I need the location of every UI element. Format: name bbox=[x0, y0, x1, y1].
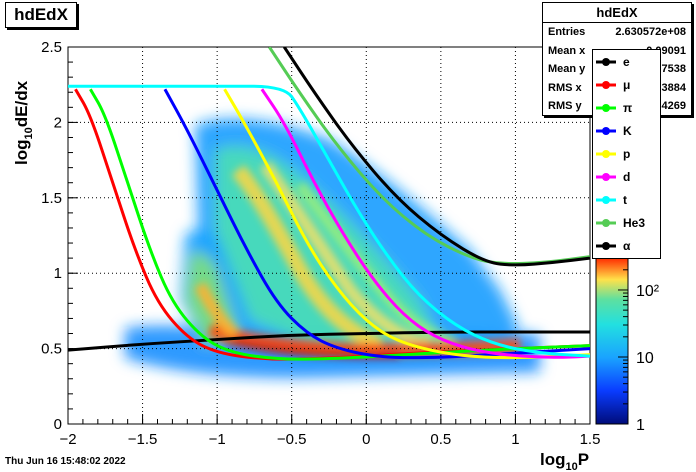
color-bar-label: 10² bbox=[636, 283, 660, 300]
y-axis-title: log10dE/dx bbox=[12, 80, 35, 165]
x-tick-label: 0.5 bbox=[430, 431, 451, 448]
x-tick-label: −0.5 bbox=[277, 431, 307, 448]
legend-label: π bbox=[623, 100, 633, 115]
legend-item: α bbox=[593, 234, 660, 257]
legend-swatch bbox=[596, 126, 616, 135]
legend-item: e bbox=[593, 50, 660, 73]
stats-value: 2.630572e+08 bbox=[615, 26, 686, 39]
color-bar-label: 1 bbox=[636, 417, 645, 434]
legend-label: t bbox=[623, 192, 627, 207]
stats-label: RMS x bbox=[548, 81, 582, 94]
legend-label: α bbox=[623, 238, 631, 253]
stats-label: Mean y bbox=[548, 63, 586, 76]
legend-item: μ bbox=[593, 73, 660, 96]
y-tick-label: 1.5 bbox=[41, 190, 62, 207]
y-tick-label: 2 bbox=[54, 114, 62, 131]
curve-t bbox=[68, 84, 590, 358]
legend-item: p bbox=[593, 142, 660, 165]
legend-swatch bbox=[596, 172, 616, 181]
curve-d bbox=[260, 88, 590, 359]
color-bar-label: 10 bbox=[636, 350, 654, 367]
legend-swatch bbox=[596, 103, 616, 112]
x-tick-label: −2 bbox=[59, 431, 76, 448]
x-tick-label: 0 bbox=[362, 431, 370, 448]
legend-label: d bbox=[623, 169, 631, 184]
legend-label: K bbox=[623, 123, 632, 138]
legend-swatch bbox=[596, 218, 616, 227]
legend-label: p bbox=[623, 146, 631, 161]
color-bar-axis: 1 10 10² bbox=[618, 257, 660, 434]
legend-label: He3 bbox=[623, 215, 646, 230]
axes: −2 −1.5 −1 −0.5 0 0.5 1 1.5 0 0.5 1 1.5 2 2.5 bbox=[41, 39, 600, 448]
curve-π bbox=[89, 88, 590, 361]
stats-label: RMS y bbox=[548, 100, 582, 113]
x-axis-title: log10P bbox=[540, 450, 589, 472]
curves bbox=[68, 47, 590, 361]
date-stamp: Thu Jun 16 15:48:02 2022 bbox=[5, 456, 126, 467]
color-bar bbox=[595, 257, 629, 425]
stats-title: hdEdX bbox=[543, 3, 691, 23]
y-tick-label: 0 bbox=[54, 416, 62, 433]
x-tick-label: −1.5 bbox=[128, 431, 158, 448]
stats-label: Mean x bbox=[548, 44, 586, 57]
curve-K bbox=[163, 88, 590, 360]
stats-label: Entries bbox=[548, 26, 586, 39]
curve-α bbox=[283, 47, 590, 267]
x-tick-label: 1.5 bbox=[580, 431, 601, 448]
legend-swatch bbox=[596, 195, 616, 204]
y-tick-label: 1 bbox=[54, 265, 62, 282]
legend-label: μ bbox=[623, 77, 631, 92]
y-tick-label: 0.5 bbox=[41, 341, 62, 358]
legend-item: K bbox=[593, 119, 660, 142]
x-tick-label: 1 bbox=[511, 431, 519, 448]
legend-item: d bbox=[593, 165, 660, 188]
legend-item: π bbox=[593, 96, 660, 119]
legend-swatch bbox=[596, 241, 616, 250]
stats-row: Entries 2.630572e+08 bbox=[543, 23, 691, 42]
x-tick-label: −1 bbox=[209, 431, 226, 448]
legend-item: t bbox=[593, 188, 660, 211]
histogram-title: hdEdX bbox=[5, 2, 77, 28]
legend-swatch bbox=[596, 57, 616, 66]
legend-item: He3 bbox=[593, 211, 660, 234]
legend-label: e bbox=[623, 54, 630, 69]
y-tick-label: 2.5 bbox=[41, 39, 62, 56]
curve-e bbox=[68, 330, 590, 352]
curve-p bbox=[223, 88, 590, 360]
legend-swatch bbox=[596, 80, 616, 89]
legend-swatch bbox=[596, 149, 616, 158]
